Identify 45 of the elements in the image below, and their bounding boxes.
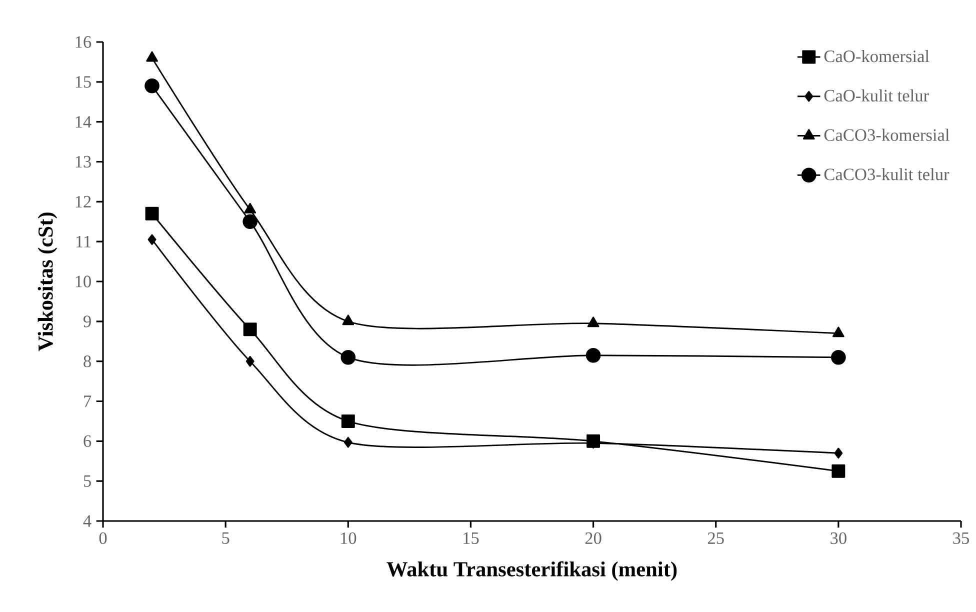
point	[243, 322, 257, 336]
legend-label: CaCO3-kulit telur	[824, 168, 950, 180]
y-tick-label: 15	[76, 76, 91, 88]
x-tick-label: 0	[99, 532, 107, 544]
point	[342, 314, 354, 326]
x-axis-title: Waktu Transesterifikasi (menit)	[386, 561, 677, 581]
x-tick-label: 20	[585, 532, 602, 544]
x-tick-label: 5	[222, 532, 230, 544]
legend-label: CaCO3-komersial	[824, 128, 950, 141]
point	[831, 350, 846, 365]
point	[242, 214, 258, 230]
y-tick-label: 10	[76, 276, 91, 288]
point	[244, 202, 256, 214]
y-tick-label: 9	[84, 316, 91, 328]
point	[587, 316, 600, 328]
x-tick-label: 35	[953, 532, 969, 544]
point	[340, 350, 356, 365]
y-tick-label: 12	[76, 196, 91, 208]
legend-label: CaO-kulit telur	[824, 89, 929, 102]
y-tick-label: 14	[76, 116, 92, 128]
x-tick-label: 25	[708, 532, 724, 544]
point	[832, 464, 846, 478]
y-tick-label: 7	[84, 396, 92, 407]
point	[586, 348, 601, 363]
y-axis-title: Viskositas (cSt)	[38, 212, 58, 352]
y-tick-label: 6	[84, 435, 92, 447]
y-tick-label: 8	[84, 355, 91, 368]
y-tick-label: 5	[84, 475, 91, 487]
point	[246, 356, 254, 367]
x-tick-label: 10	[341, 532, 356, 544]
y-tick-label: 11	[76, 236, 91, 248]
y-tick-label: 16	[76, 36, 92, 48]
point	[144, 78, 160, 94]
legend-label: CaO-komersial	[824, 50, 930, 62]
y-tick-label: 13	[76, 156, 91, 168]
point	[146, 51, 158, 62]
point	[832, 326, 844, 338]
y-tick-label: 4	[83, 515, 92, 527]
point	[148, 234, 156, 245]
point	[834, 448, 843, 459]
point	[145, 206, 159, 220]
point	[341, 414, 355, 428]
x-tick-label: 30	[830, 532, 846, 544]
x-tick-label: 15	[464, 532, 479, 544]
point	[344, 436, 352, 448]
